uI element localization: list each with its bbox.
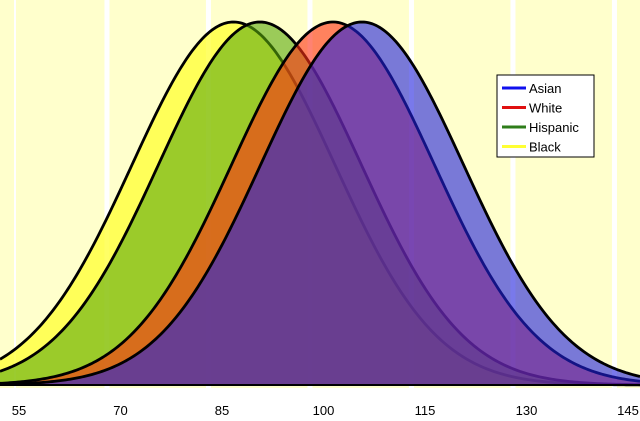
x-axis-ticks: 55 70 85 100 115 130 145 <box>12 403 639 418</box>
x-tick-label: 100 <box>313 403 335 418</box>
legend-label-asian: Asian <box>529 81 562 96</box>
series-line-asian <box>0 20 640 386</box>
series-area-asian <box>0 22 640 385</box>
distribution-curves <box>0 20 640 387</box>
x-tick-label: 130 <box>516 403 538 418</box>
x-tick-label: 55 <box>12 403 26 418</box>
x-tick-label: 115 <box>415 403 436 418</box>
x-tick-label: 85 <box>215 403 229 418</box>
legend: Asian White Hispanic Black <box>496 74 595 158</box>
legend-label-hispanic: Hispanic <box>529 120 579 135</box>
legend-label-white: White <box>529 101 562 116</box>
legend-label-black: Black <box>529 140 561 155</box>
x-tick-label: 70 <box>113 403 127 418</box>
x-tick-label: 145 <box>617 403 639 418</box>
